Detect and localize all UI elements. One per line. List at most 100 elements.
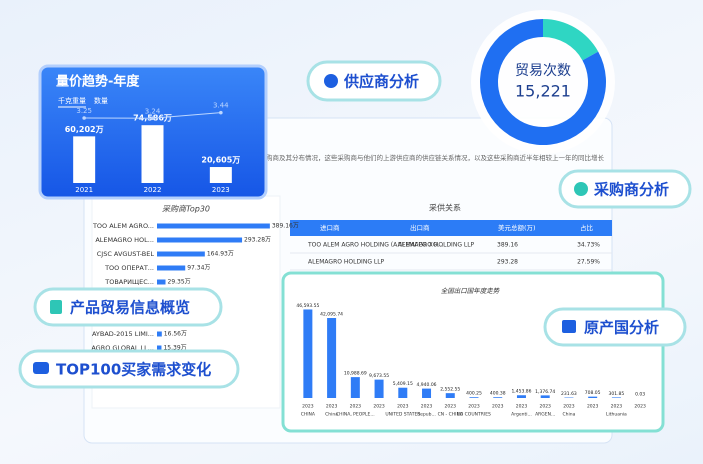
table-header	[290, 220, 612, 236]
bar	[493, 397, 503, 398]
legend-entry: 数量	[94, 96, 108, 105]
value-label: 20,605万	[201, 156, 240, 165]
bar	[157, 265, 186, 271]
value-label: 3.44	[213, 102, 229, 110]
bar	[398, 387, 408, 398]
price-card: 量价趋势-年度 千克重量60,202万74,586万20,605万数量3.253…	[38, 64, 268, 200]
x-tick-label: 2023	[445, 404, 457, 410]
badge[interactable]: 采购商分析	[558, 169, 692, 209]
badge-text: 采购商分析	[593, 181, 669, 199]
value-label: 2,552.55	[440, 387, 460, 393]
badge-bg	[306, 60, 442, 102]
table-header-cell: 进口商	[320, 223, 340, 232]
group-label: Lithuania	[606, 412, 627, 418]
badge-text: 原产国分析	[584, 319, 659, 337]
donut-card: 贸易次数 15,221	[471, 10, 615, 154]
bar	[157, 237, 243, 243]
bar	[611, 397, 621, 398]
bar	[157, 279, 166, 285]
badge[interactable]: 产品贸易信息概览	[33, 287, 223, 327]
bar	[209, 167, 232, 183]
value-label: 5,409.15	[393, 381, 413, 387]
category-label: TOO ОПЕРАТ...	[104, 264, 154, 272]
badge[interactable]: TOP100买家需求变化	[18, 349, 240, 389]
top30-title: 采购商Top30	[162, 205, 210, 214]
table-cell: 389.16	[497, 242, 518, 249]
category-label: TOO ALEM AGRO...	[92, 222, 154, 230]
bar	[350, 377, 360, 398]
group-label: UNITED STATES	[385, 412, 420, 418]
badge-text: TOP100买家需求变化	[56, 361, 211, 379]
origin-chart: 46,593.55 2023 CHINA 42,095.74 2023 China 10,9…	[296, 303, 646, 418]
value-label: 97.34万	[187, 265, 210, 272]
table-cell: TOO ALEM AGRO HOLDING (АЛЕМАГРО ХО...	[307, 242, 443, 249]
bar	[303, 309, 313, 398]
category-label: ALEMAGRO HOL...	[95, 236, 154, 244]
value-label: 16.56万	[164, 331, 187, 338]
bar	[445, 393, 455, 398]
x-tick-label: 2023	[350, 404, 362, 410]
bar	[374, 379, 384, 398]
line-point	[82, 116, 86, 120]
x-tick-label: 2023	[397, 404, 409, 410]
line-point	[150, 116, 155, 121]
group-label: Repub...	[417, 412, 436, 418]
value-label: 0.03	[635, 391, 645, 397]
x-tick-label: 2023	[634, 404, 646, 410]
value-label: 3.25	[76, 107, 92, 115]
value-label: 9,673.55	[369, 373, 389, 379]
value-label: 400.38	[490, 391, 506, 397]
group-label: CHINA	[301, 412, 316, 418]
bar	[157, 331, 162, 337]
x-tick-label: 2021	[75, 186, 93, 194]
origin-card: 全国出口国年度走势 46,593.55 2023 CHINA 42,095.74 202…	[281, 271, 665, 433]
value-label: 1,453.86	[511, 389, 531, 395]
table-title: 采供关系	[429, 203, 461, 213]
table-cell: 34.73%	[577, 242, 600, 249]
table-header-cell: 占比	[580, 223, 594, 232]
x-tick-label: 2023	[492, 404, 504, 410]
x-tick-label: 2023	[516, 404, 528, 410]
value-label: 293.28万	[244, 237, 271, 244]
category-label: AGRO GLOBAL LL...	[91, 344, 154, 352]
value-label: 400.25	[466, 391, 482, 397]
x-tick-label: 2023	[302, 404, 314, 410]
value-label: 1,376.74	[535, 389, 555, 395]
x-tick-label: 2023	[539, 404, 551, 410]
table-cell: 293.28	[497, 259, 518, 266]
badge-bg	[558, 169, 692, 209]
donut-slice	[543, 19, 599, 61]
bar	[516, 395, 526, 398]
x-tick-label: 2023	[563, 404, 575, 410]
value-label: 231.63	[561, 391, 577, 397]
bar	[73, 136, 96, 183]
value-label: 15.39万	[163, 345, 186, 352]
x-tick-label: 2023	[326, 404, 338, 410]
badge-bg	[33, 287, 223, 327]
value-label: 3.24	[145, 107, 161, 115]
x-tick-label: 2022	[144, 186, 162, 194]
badge-icon	[562, 320, 576, 333]
badge-icon	[33, 362, 49, 374]
value-label: 10,988.69	[344, 371, 367, 377]
price-title: 量价趋势-年度	[56, 74, 140, 90]
x-tick-label: 2023	[587, 404, 599, 410]
x-tick-label: 2023	[373, 404, 385, 410]
bar	[540, 395, 550, 398]
table-header-cell: 出口商	[410, 223, 430, 232]
table-header-cell: 美元总额(万)	[498, 223, 536, 232]
bar	[327, 318, 337, 398]
group-label: CHINA, PEOPLE...	[336, 412, 375, 418]
badge[interactable]: 原产国分析	[543, 307, 687, 347]
badge-bg	[18, 349, 240, 389]
top30-chart: TOO ALEM AGRO... 389.16万 ALEMAGRO HOL... 29…	[91, 222, 299, 352]
line-point	[219, 110, 223, 115]
bar	[469, 397, 479, 398]
donut-total: 15,221	[515, 82, 571, 101]
value-label: 42,095.74	[320, 312, 343, 318]
badge[interactable]: 供应商分析	[306, 60, 442, 102]
badge-text: 产品贸易信息概览	[70, 299, 190, 317]
bar	[157, 223, 270, 229]
badge-text: 供应商分析	[343, 73, 419, 91]
